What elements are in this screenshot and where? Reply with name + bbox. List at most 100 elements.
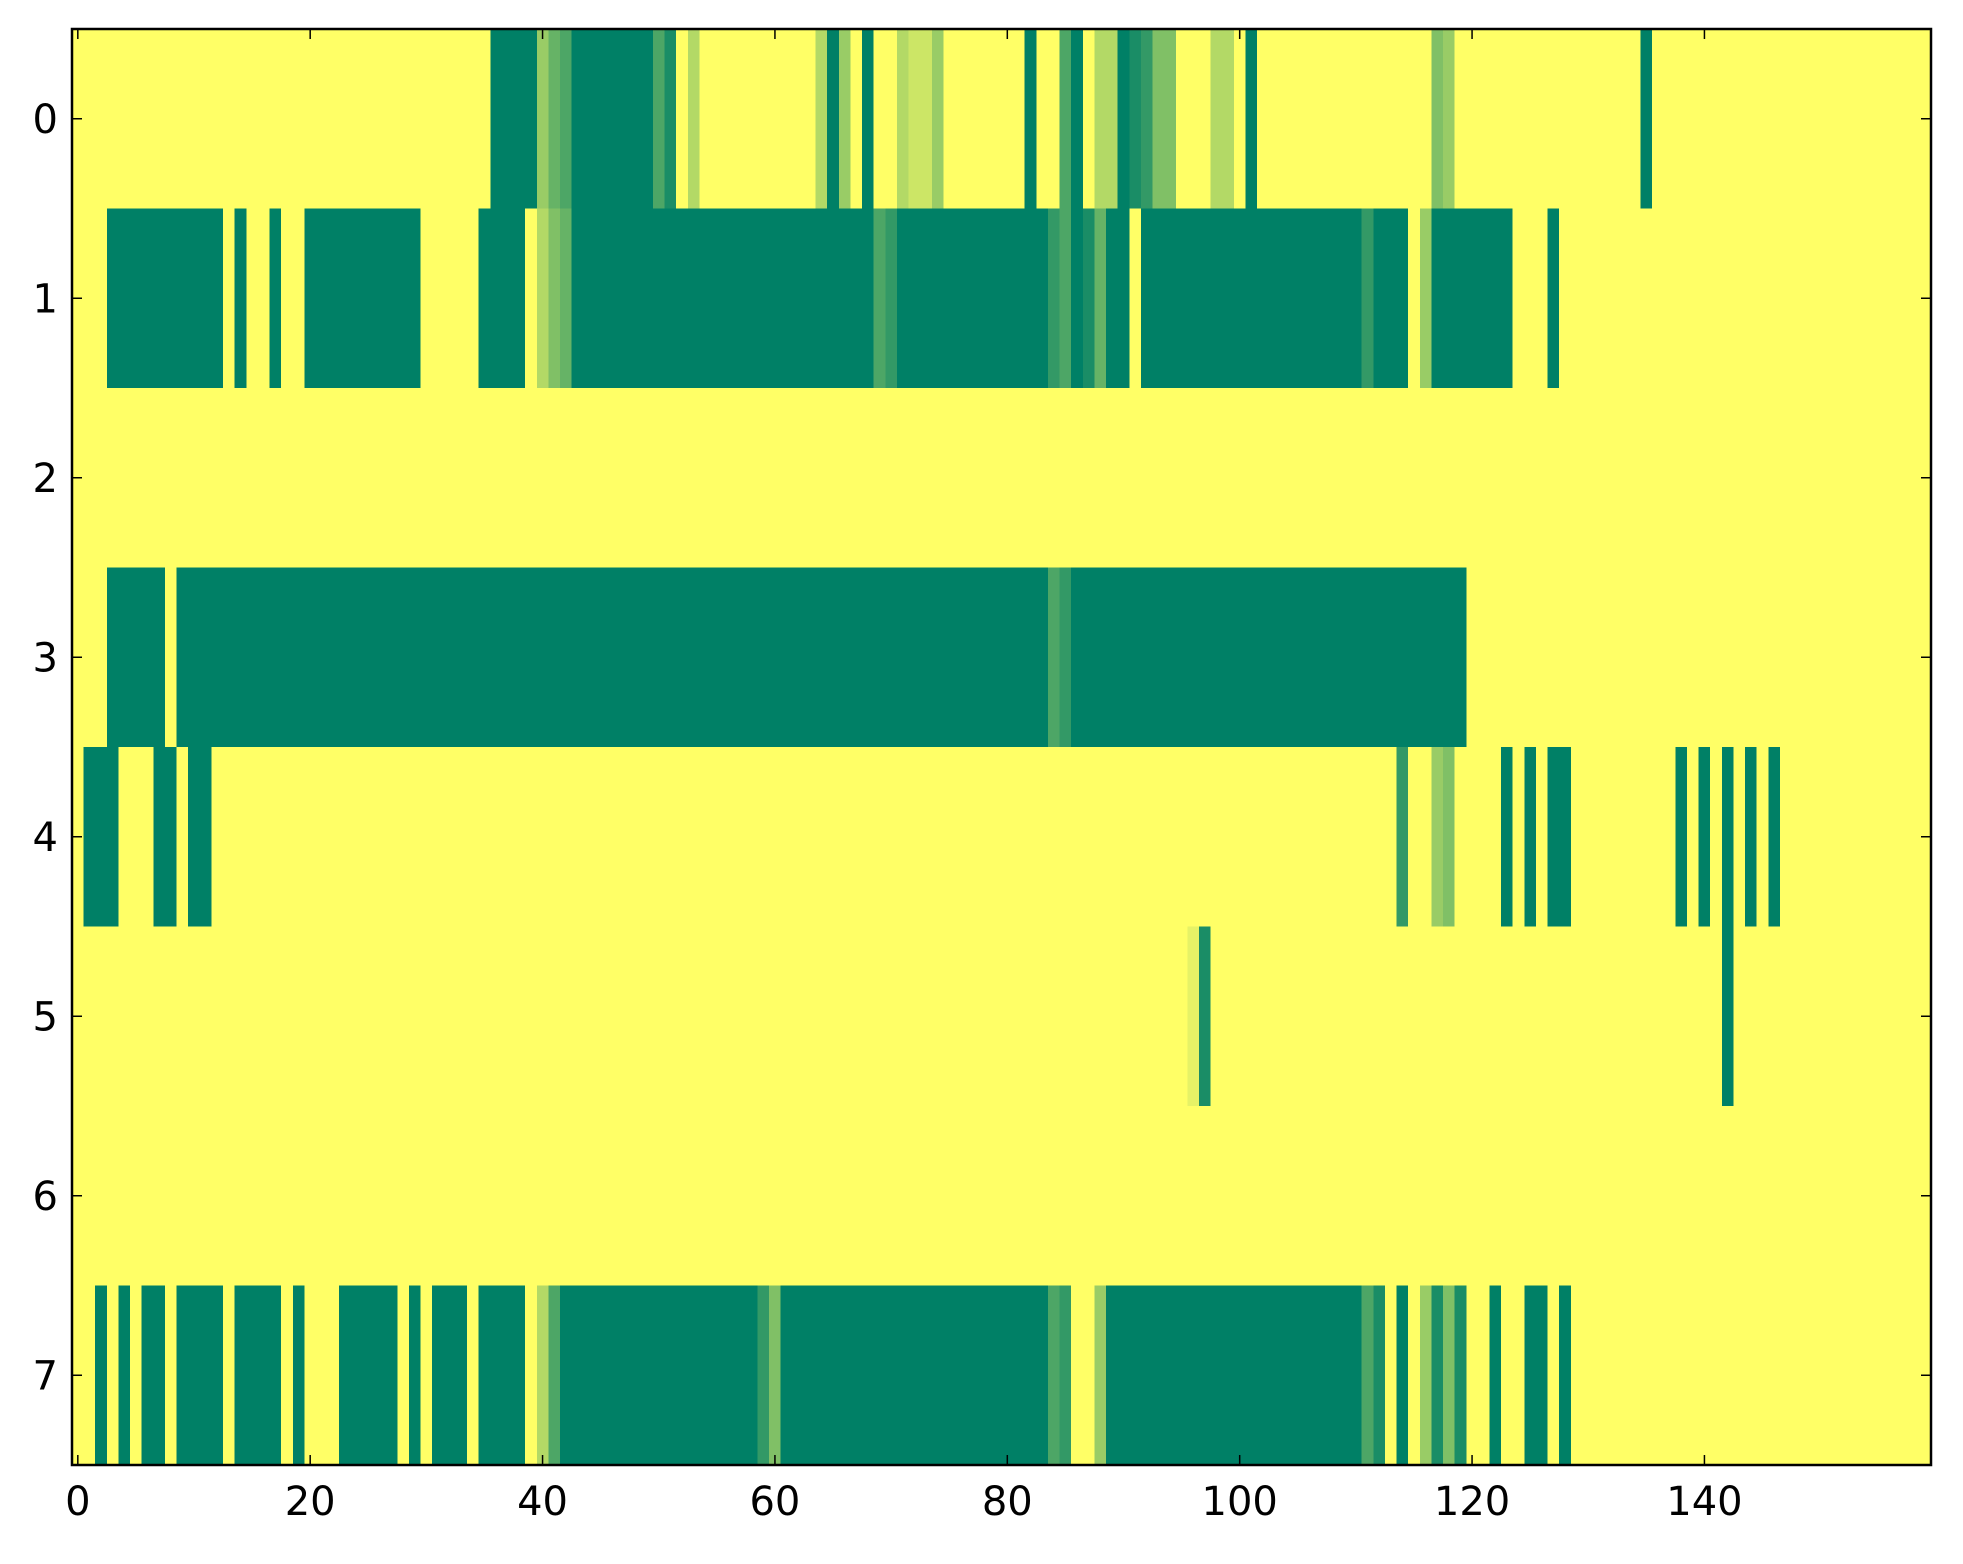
x-tick-label: 140 xyxy=(1666,1479,1742,1525)
heatmap-cell xyxy=(1350,1106,1363,1287)
heatmap-cell xyxy=(1280,747,1293,928)
heatmap-cell xyxy=(292,567,305,748)
heatmap-cell xyxy=(1594,1106,1607,1287)
heatmap-cell xyxy=(246,1285,259,1466)
heatmap-cell xyxy=(896,567,910,748)
heatmap-cell xyxy=(1896,1106,1909,1287)
heatmap-cell xyxy=(769,1285,782,1466)
heatmap-cell xyxy=(257,29,271,210)
heatmap-cell xyxy=(1117,208,1130,389)
heatmap-cell xyxy=(1396,567,1409,748)
heatmap-cell xyxy=(443,926,457,1107)
heatmap-cell xyxy=(269,567,282,748)
heatmap-cell xyxy=(1222,29,1235,210)
heatmap-cell xyxy=(1047,29,1061,210)
heatmap-cell xyxy=(559,208,573,389)
heatmap-cell xyxy=(246,208,259,389)
heatmap-cell xyxy=(792,1106,805,1287)
heatmap-cell xyxy=(862,1285,875,1466)
heatmap-cell xyxy=(652,926,666,1107)
heatmap-cell xyxy=(1501,208,1514,389)
heatmap-cell xyxy=(1024,747,1037,928)
heatmap-cell xyxy=(757,926,770,1107)
heatmap-cell xyxy=(1907,1106,1920,1287)
heatmap-cell xyxy=(548,747,561,928)
heatmap-cell xyxy=(1907,747,1920,928)
heatmap-cell xyxy=(153,567,166,748)
heatmap-cell xyxy=(1884,208,1897,389)
heatmap-cell xyxy=(257,567,271,748)
heatmap-cell xyxy=(1768,747,1781,928)
heatmap-cell xyxy=(722,1106,735,1287)
heatmap-cell xyxy=(1477,747,1491,928)
heatmap-cell xyxy=(1768,926,1781,1107)
heatmap-cell xyxy=(1106,747,1119,928)
heatmap-cell xyxy=(1129,1285,1142,1466)
heatmap-cell xyxy=(1303,29,1316,210)
heatmap-cell xyxy=(141,567,154,748)
heatmap-cell xyxy=(1222,1285,1235,1466)
heatmap-cell xyxy=(246,1106,259,1287)
heatmap-cell xyxy=(1117,29,1130,210)
heatmap-cell xyxy=(1907,926,1920,1107)
heatmap-cell xyxy=(432,208,445,389)
heatmap-cell xyxy=(618,747,631,928)
heatmap-cell xyxy=(281,208,294,389)
heatmap-cell xyxy=(838,567,852,748)
heatmap-cell xyxy=(1547,926,1560,1107)
heatmap-cell xyxy=(664,747,677,928)
heatmap-cell xyxy=(664,1285,677,1466)
heatmap-cell xyxy=(1838,388,1851,569)
heatmap-cell xyxy=(1408,926,1421,1107)
heatmap-cell xyxy=(443,388,457,569)
heatmap-cell xyxy=(1547,567,1560,748)
heatmap-cell xyxy=(757,388,770,569)
heatmap-cell xyxy=(873,208,886,389)
heatmap-cell xyxy=(339,1106,352,1287)
heatmap-cell xyxy=(315,747,329,928)
heatmap-cell xyxy=(1338,388,1351,569)
heatmap-cell xyxy=(1350,926,1363,1107)
heatmap-cell xyxy=(1257,29,1270,210)
heatmap-cell xyxy=(966,388,979,569)
heatmap-cell xyxy=(455,208,468,389)
heatmap-cell xyxy=(1419,1106,1432,1287)
heatmap-cell xyxy=(1024,567,1037,748)
heatmap-cell xyxy=(1350,747,1363,928)
heatmap-cell xyxy=(722,926,735,1107)
heatmap-cell xyxy=(1872,29,1886,210)
heatmap-cell xyxy=(164,388,178,569)
heatmap-cell xyxy=(1071,388,1084,569)
heatmap-cell xyxy=(1605,208,1618,389)
heatmap-cell xyxy=(1291,1106,1305,1287)
heatmap-cell xyxy=(292,388,305,569)
heatmap-cell xyxy=(1233,1285,1247,1466)
heatmap-cell xyxy=(1245,208,1258,389)
heatmap-cell xyxy=(1164,567,1177,748)
heatmap-cell xyxy=(745,1106,759,1287)
heatmap-cell xyxy=(1350,388,1363,569)
heatmap-cell xyxy=(571,1106,584,1287)
heatmap-cell xyxy=(1350,29,1363,210)
heatmap-cell xyxy=(908,208,921,389)
heatmap-cell xyxy=(188,747,201,928)
heatmap-cell xyxy=(1140,747,1154,928)
heatmap-cell xyxy=(827,208,840,389)
heatmap-cell xyxy=(1849,388,1862,569)
heatmap-cell xyxy=(1872,1285,1886,1466)
heatmap-cell xyxy=(1535,208,1549,389)
heatmap-cell xyxy=(676,926,689,1107)
heatmap-cell xyxy=(1791,1106,1804,1287)
heatmap-cell xyxy=(594,388,608,569)
heatmap-cell xyxy=(257,926,271,1107)
heatmap-cell xyxy=(432,29,445,210)
heatmap-cell xyxy=(1071,29,1084,210)
heatmap-cell xyxy=(803,1106,817,1287)
heatmap-cell xyxy=(327,1285,340,1466)
heatmap-cell xyxy=(1315,388,1328,569)
heatmap-cell xyxy=(1849,567,1862,748)
heatmap-cell xyxy=(838,208,852,389)
heatmap-cell xyxy=(281,1285,294,1466)
heatmap-cell xyxy=(1559,388,1572,569)
heatmap-cell xyxy=(455,567,468,748)
